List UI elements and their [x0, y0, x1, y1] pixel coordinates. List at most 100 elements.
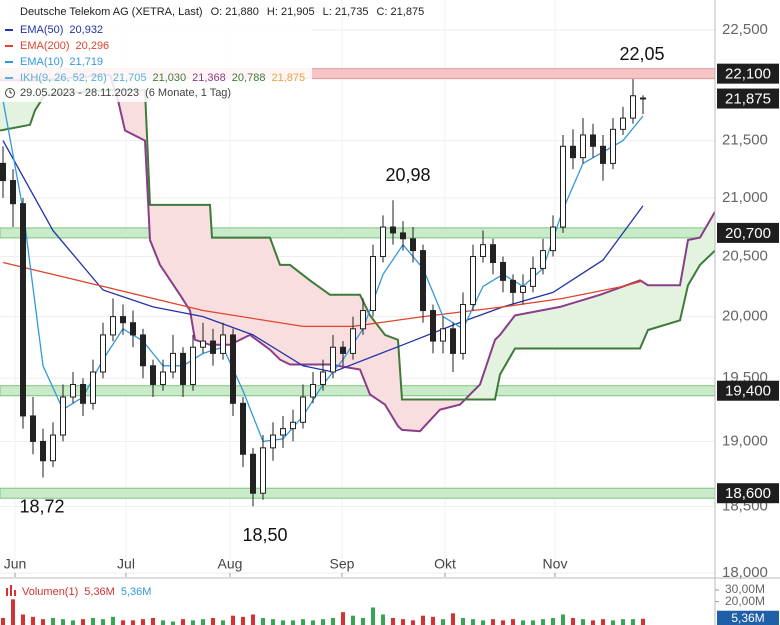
volume-bar	[421, 615, 425, 625]
volume-bar	[321, 619, 325, 625]
volume-bar	[101, 619, 105, 625]
volume-bar	[161, 620, 165, 625]
cloud-fill	[125, 90, 145, 141]
level-band	[0, 227, 716, 239]
cloud-fill	[648, 285, 680, 331]
candle-body	[200, 340, 206, 348]
cloud-fill	[310, 280, 330, 365]
legend-value: 20,296	[76, 40, 110, 52]
ema-line	[2, 261, 644, 328]
candle-body	[600, 145, 606, 164]
volume-bar	[311, 620, 315, 625]
candle-body	[90, 371, 96, 404]
x-tick-label: Jun	[4, 556, 27, 572]
candle-body	[140, 334, 146, 367]
volume-bar	[631, 619, 635, 625]
cloud-fill	[385, 334, 398, 427]
cloud-fill	[402, 399, 420, 432]
volume-bar	[151, 618, 155, 625]
volume-bar	[491, 619, 495, 625]
volume-bar	[11, 599, 15, 625]
clock-icon	[5, 88, 15, 98]
candle-body	[340, 346, 346, 354]
volume-bar	[71, 620, 75, 625]
header-value: O: 21,880	[211, 6, 259, 18]
cloud-fill	[370, 315, 385, 405]
plot-back	[0, 0, 716, 577]
candle-body	[100, 334, 106, 373]
candle-body	[480, 244, 486, 258]
y-tick-label: 18,000	[722, 564, 768, 581]
candle-body	[430, 310, 436, 342]
candle-body	[300, 396, 306, 423]
x-tick-label: Okt	[434, 556, 456, 572]
cloud-fill	[600, 280, 640, 349]
right-axis: 22,50021,50021,00020,50020,00019,50019,0…	[714, 0, 780, 625]
candle-body	[530, 267, 536, 287]
candle-body	[320, 371, 326, 385]
volume-bar	[221, 620, 225, 625]
candle-body	[380, 226, 386, 258]
candle-body	[80, 383, 86, 404]
date-range: 29.05.2023 - 28.11.2023	[20, 87, 139, 99]
candle-body	[120, 316, 126, 324]
volume-bar	[21, 614, 25, 625]
volume-bar	[181, 619, 185, 625]
candle-body	[0, 162, 6, 182]
candle-body	[30, 415, 36, 442]
candle-body	[450, 328, 456, 354]
cloud-fill	[290, 264, 310, 365]
candle-body	[590, 134, 596, 147]
cloud-fill	[180, 204, 190, 311]
candle-body	[610, 128, 616, 164]
candle-body	[290, 421, 296, 430]
level-label: 22,100	[725, 66, 771, 83]
candle-body	[440, 328, 446, 342]
volume-bar	[61, 619, 65, 625]
candle-body	[220, 334, 226, 354]
volume-tick-label: 20,00M	[725, 594, 765, 608]
volume-bar	[381, 614, 385, 625]
candle-body	[20, 203, 26, 417]
annotation: 20,98	[385, 165, 430, 185]
volume-bar	[351, 615, 355, 625]
candle-body	[150, 365, 156, 385]
candle-body	[520, 285, 526, 293]
volume-bar	[561, 614, 565, 625]
last-label: 21,875	[725, 91, 771, 108]
candle-body	[180, 352, 186, 385]
level-box	[717, 380, 779, 401]
cloud-fill	[270, 237, 280, 360]
volume-bar	[261, 618, 265, 625]
candle-body	[160, 371, 166, 385]
volume-bar	[81, 619, 85, 625]
annotation: 18,50	[242, 525, 287, 545]
volume-bar	[31, 616, 35, 625]
volume-bar	[371, 607, 375, 625]
y-tick-label: 21,000	[722, 189, 768, 206]
x-tick-label: Jul	[117, 556, 135, 572]
y-tick-label: 22,500	[722, 21, 768, 38]
legend-value: 21,875	[271, 72, 305, 84]
candle-body	[470, 256, 476, 305]
volume-bar	[141, 619, 145, 625]
volume-icon	[14, 590, 16, 596]
volume-bar	[411, 620, 415, 625]
volume-bar	[121, 620, 125, 625]
volume-bar	[231, 615, 235, 625]
cloud-fill	[150, 204, 160, 265]
candle-body	[210, 340, 216, 354]
cloud-fill	[440, 399, 460, 410]
candle-body	[420, 250, 426, 312]
legend-name: IKH(9, 26, 52, 26)	[20, 72, 107, 84]
x-tick-label: Sep	[330, 556, 355, 572]
volume-bar	[1, 618, 5, 625]
volume-bar	[621, 619, 625, 625]
volume-value: 5,36M	[84, 586, 115, 598]
candle-body	[60, 396, 66, 436]
candle-body	[570, 145, 576, 159]
level-band	[0, 487, 716, 499]
volume-bar	[111, 616, 115, 625]
candle-body	[360, 310, 366, 330]
